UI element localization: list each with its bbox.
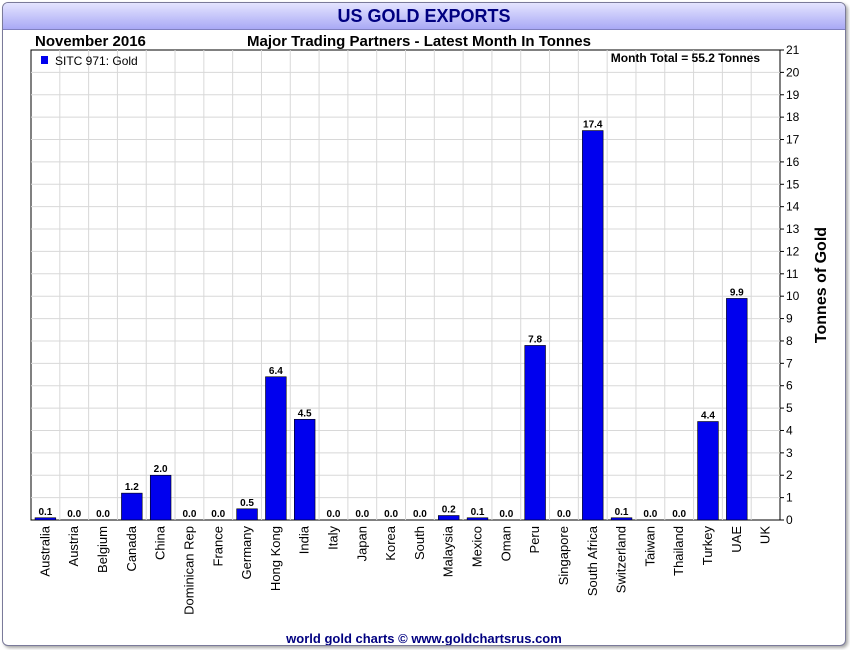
bar: [34, 517, 57, 521]
y-tick-label: 13: [786, 222, 800, 236]
data-label: 0.5: [240, 498, 254, 509]
data-label: 7.8: [528, 334, 542, 345]
y-tick-label: 14: [786, 200, 800, 214]
data-label: 4.4: [701, 411, 715, 422]
data-label: 0.0: [96, 509, 110, 520]
data-label: 0.1: [471, 507, 485, 518]
axis-ticks: 0123456789101112131415161718192021Austra…: [37, 43, 799, 615]
x-tick-label: Austria: [66, 525, 81, 566]
y-tick-label: 21: [786, 43, 800, 57]
y-tick-label: 3: [786, 446, 793, 460]
bar: [726, 298, 748, 521]
bar: [466, 517, 489, 521]
bar: [524, 345, 546, 521]
x-tick-label: Hong Kong: [268, 526, 283, 591]
x-tick-label: Canada: [124, 525, 139, 571]
y-tick-label: 6: [786, 379, 793, 393]
bar: [149, 474, 172, 521]
x-tick-label: India: [297, 525, 312, 554]
x-tick-label: Japan: [354, 526, 369, 561]
x-tick-label: Singapore: [556, 526, 571, 585]
y-tick-label: 15: [786, 177, 800, 191]
bar: [610, 517, 633, 521]
bar: [294, 418, 316, 521]
footer-credit: world gold charts © www.goldchartsrus.co…: [286, 631, 562, 646]
data-label: 0.0: [643, 509, 657, 520]
y-tick-label: 8: [786, 334, 793, 348]
y-tick-label: 5: [786, 401, 793, 415]
y-tick-label: 2: [786, 468, 793, 482]
x-tick-label: South: [412, 526, 427, 560]
x-tick-label: France: [210, 526, 225, 566]
x-tick-label: South Africa: [585, 525, 600, 596]
y-tick-label: 9: [786, 312, 793, 326]
x-tick-label: Belgium: [95, 526, 110, 573]
x-tick-label: Mexico: [470, 526, 485, 567]
chart-title: US GOLD EXPORTS: [3, 3, 845, 30]
y-tick-label: 18: [786, 110, 800, 124]
data-label: 0.0: [211, 509, 225, 520]
bar: [438, 515, 460, 521]
y-tick-label: 1: [786, 491, 793, 505]
x-tick-label: UAE: [729, 526, 744, 553]
y-tick-label: 17: [786, 133, 800, 147]
x-tick-label: Germany: [239, 526, 254, 580]
bars: 0.1 0.0 0.0 1.2 2.0 0.0 0.0 0.5 6.4 4.5 0.0 0.0 0.0 0…: [34, 120, 748, 521]
y-tick-label: 16: [786, 155, 800, 169]
data-label: 17.4: [583, 120, 603, 131]
data-label: 0.0: [355, 509, 369, 520]
x-tick-label: Dominican Rep: [181, 526, 196, 615]
x-tick-label: Turkey: [700, 526, 715, 566]
bar: [697, 421, 719, 521]
y-axis-label: Tonnes of Gold: [813, 227, 830, 343]
data-label: 2.0: [154, 464, 168, 475]
x-tick-label: Italy: [325, 526, 340, 550]
y-tick-label: 7: [786, 356, 793, 370]
data-label: 0.0: [384, 509, 398, 520]
chart-subtitle: Major Trading Partners - Latest Month In…: [247, 33, 591, 50]
bar: [236, 508, 258, 521]
gridlines: [31, 50, 780, 520]
x-tick-label: Peru: [527, 526, 542, 553]
y-tick-label: 12: [786, 244, 800, 258]
x-tick-label: Oman: [498, 526, 513, 561]
bar: [121, 492, 143, 521]
legend-swatch: [41, 56, 48, 64]
month-total-annotation: Month Total = 55.2 Tonnes: [611, 51, 761, 65]
y-tick-label: 20: [786, 65, 800, 79]
x-tick-label: Thailand: [671, 526, 686, 576]
data-label: 0.0: [182, 509, 196, 520]
data-label: 0.2: [442, 505, 456, 516]
x-tick-label: UK: [758, 526, 773, 544]
x-tick-label: Korea: [383, 525, 398, 560]
data-label: 0.0: [557, 509, 571, 520]
data-label: 0.0: [67, 509, 81, 520]
date-label: November 2016: [35, 33, 146, 50]
data-label: 0.0: [413, 509, 427, 520]
data-label: 0.1: [615, 507, 629, 518]
bar: [265, 376, 287, 521]
data-label: 6.4: [269, 366, 283, 377]
data-label: 9.9: [730, 287, 744, 298]
data-label: 4.5: [298, 408, 312, 419]
x-tick-label: Australia: [37, 525, 52, 576]
data-label: 0.0: [327, 509, 341, 520]
x-tick-label: Switzerland: [614, 526, 629, 593]
y-tick-label: 0: [786, 513, 793, 527]
y-tick-label: 4: [786, 423, 793, 437]
data-label: 0.0: [499, 509, 513, 520]
y-tick-label: 11: [786, 267, 799, 281]
x-tick-label: Taiwan: [642, 526, 657, 566]
legend-label: SITC 971: Gold: [55, 54, 138, 68]
data-label: 0.0: [672, 509, 686, 520]
x-tick-label: China: [153, 525, 168, 560]
data-label: 0.1: [38, 507, 52, 518]
data-label: 1.2: [125, 482, 139, 493]
bar: [582, 130, 604, 521]
y-tick-label: 19: [786, 88, 800, 102]
x-tick-label: Malaysia: [441, 525, 456, 577]
y-tick-label: 10: [786, 289, 800, 303]
